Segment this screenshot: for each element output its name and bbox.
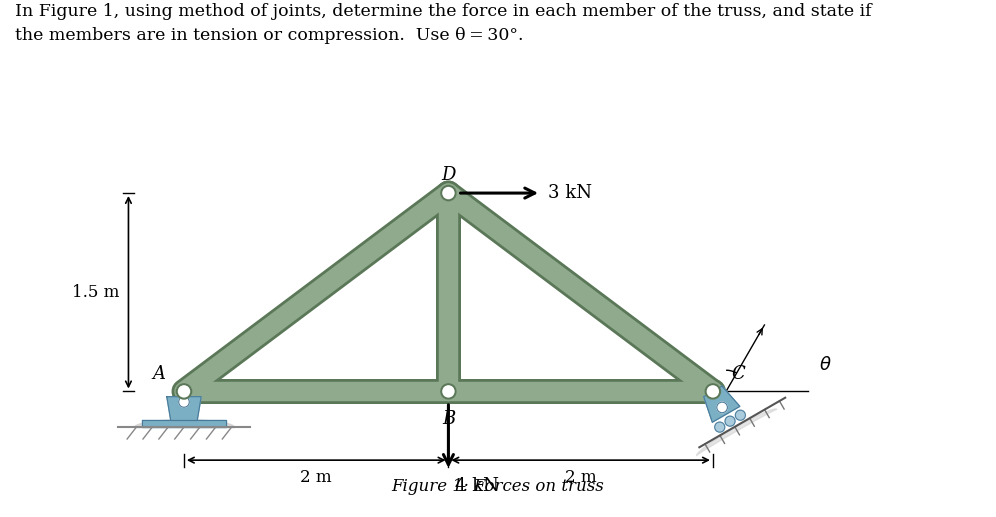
Text: $\theta$: $\theta$	[819, 356, 832, 374]
Polygon shape	[141, 420, 226, 427]
Text: 4 kN: 4 kN	[455, 477, 499, 495]
Circle shape	[178, 397, 189, 407]
Circle shape	[725, 416, 735, 426]
Text: 3 kN: 3 kN	[548, 184, 592, 202]
Text: A: A	[152, 366, 165, 384]
Circle shape	[441, 384, 456, 399]
Text: In Figure 1, using method of joints, determine the force in each member of the t: In Figure 1, using method of joints, det…	[15, 3, 872, 20]
Circle shape	[705, 384, 720, 399]
Polygon shape	[704, 386, 740, 422]
Circle shape	[717, 402, 727, 413]
Text: D: D	[441, 166, 455, 184]
Text: Figure 1: Forces on truss: Figure 1: Forces on truss	[391, 478, 605, 495]
Text: the members are in tension or compression.  Use θ = 30°.: the members are in tension or compressio…	[15, 27, 524, 44]
Text: B: B	[442, 410, 455, 428]
Text: 2 m: 2 m	[565, 469, 597, 486]
Text: 1.5 m: 1.5 m	[72, 284, 120, 301]
Circle shape	[176, 384, 191, 399]
Text: C: C	[731, 366, 745, 384]
Circle shape	[715, 422, 725, 432]
Circle shape	[441, 186, 456, 201]
Text: 2 m: 2 m	[301, 469, 332, 486]
Circle shape	[735, 410, 745, 420]
Polygon shape	[166, 397, 201, 420]
